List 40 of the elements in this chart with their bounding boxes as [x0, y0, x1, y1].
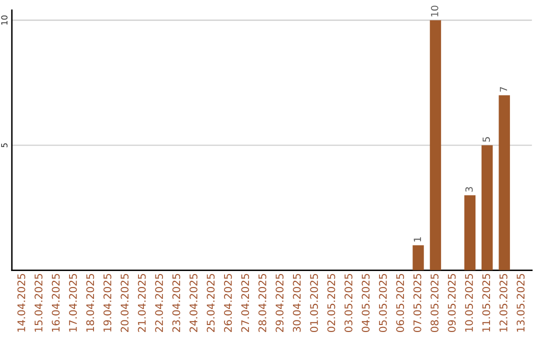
bar [464, 195, 476, 270]
data-label: 1 [414, 237, 421, 242]
x-tick-label: 27.04.2025 [241, 274, 250, 332]
x-tick-label: 09.05.2025 [448, 274, 456, 332]
x-tick-label: 22.04.2025 [155, 274, 163, 332]
x-tick-label: 04.05.2025 [362, 274, 370, 332]
x-tick-label: 12.05.2025 [499, 274, 508, 332]
x-tick-label: 19.04.2025 [103, 274, 112, 332]
x-tick-label: 21.04.2025 [138, 274, 146, 332]
x-tick-label: 18.04.2025 [86, 274, 94, 332]
x-tick-label: 11.05.2025 [482, 274, 490, 332]
data-label: 5 [482, 137, 490, 142]
x-tick-label: 25.04.2025 [206, 274, 215, 332]
x-tick-label: 16.04.2025 [52, 274, 60, 332]
x-tick-label: 24.04.2025 [190, 274, 198, 332]
x-tick-label: 20.04.2025 [120, 274, 129, 332]
data-label: 7 [500, 87, 508, 92]
x-tick-label: 23.04.2025 [172, 274, 180, 332]
x-tick-label: 07.05.2025 [413, 274, 422, 332]
x-tick-label: 14.04.2025 [17, 274, 26, 332]
x-tick-label: 28.04.2025 [258, 274, 266, 332]
x-tick-label: 30.04.2025 [292, 274, 301, 332]
x-tick-label: 08.05.2025 [430, 274, 438, 332]
x-tick-label: 13.05.2025 [516, 274, 525, 332]
x-tick-label: 26.04.2025 [224, 274, 232, 332]
bar [482, 145, 493, 270]
x-tick-label: 15.04.2025 [34, 274, 42, 332]
x-tick-label: 06.05.2025 [396, 274, 404, 332]
x-tick-label: 05.05.2025 [378, 274, 387, 332]
bar [430, 20, 442, 270]
x-tick-label: 29.04.2025 [276, 274, 284, 332]
data-label: 10 [430, 6, 438, 16]
data-label: 3 [465, 187, 473, 192]
x-tick-label: 03.05.2025 [344, 274, 352, 332]
bar [412, 245, 424, 270]
x-tick-label: 10.05.2025 [465, 274, 473, 332]
x-tick-label: 17.04.2025 [69, 274, 77, 332]
x-tick-label: 02.05.2025 [327, 274, 336, 332]
x-tick-label: 01.05.2025 [310, 274, 318, 332]
bar [498, 95, 510, 270]
